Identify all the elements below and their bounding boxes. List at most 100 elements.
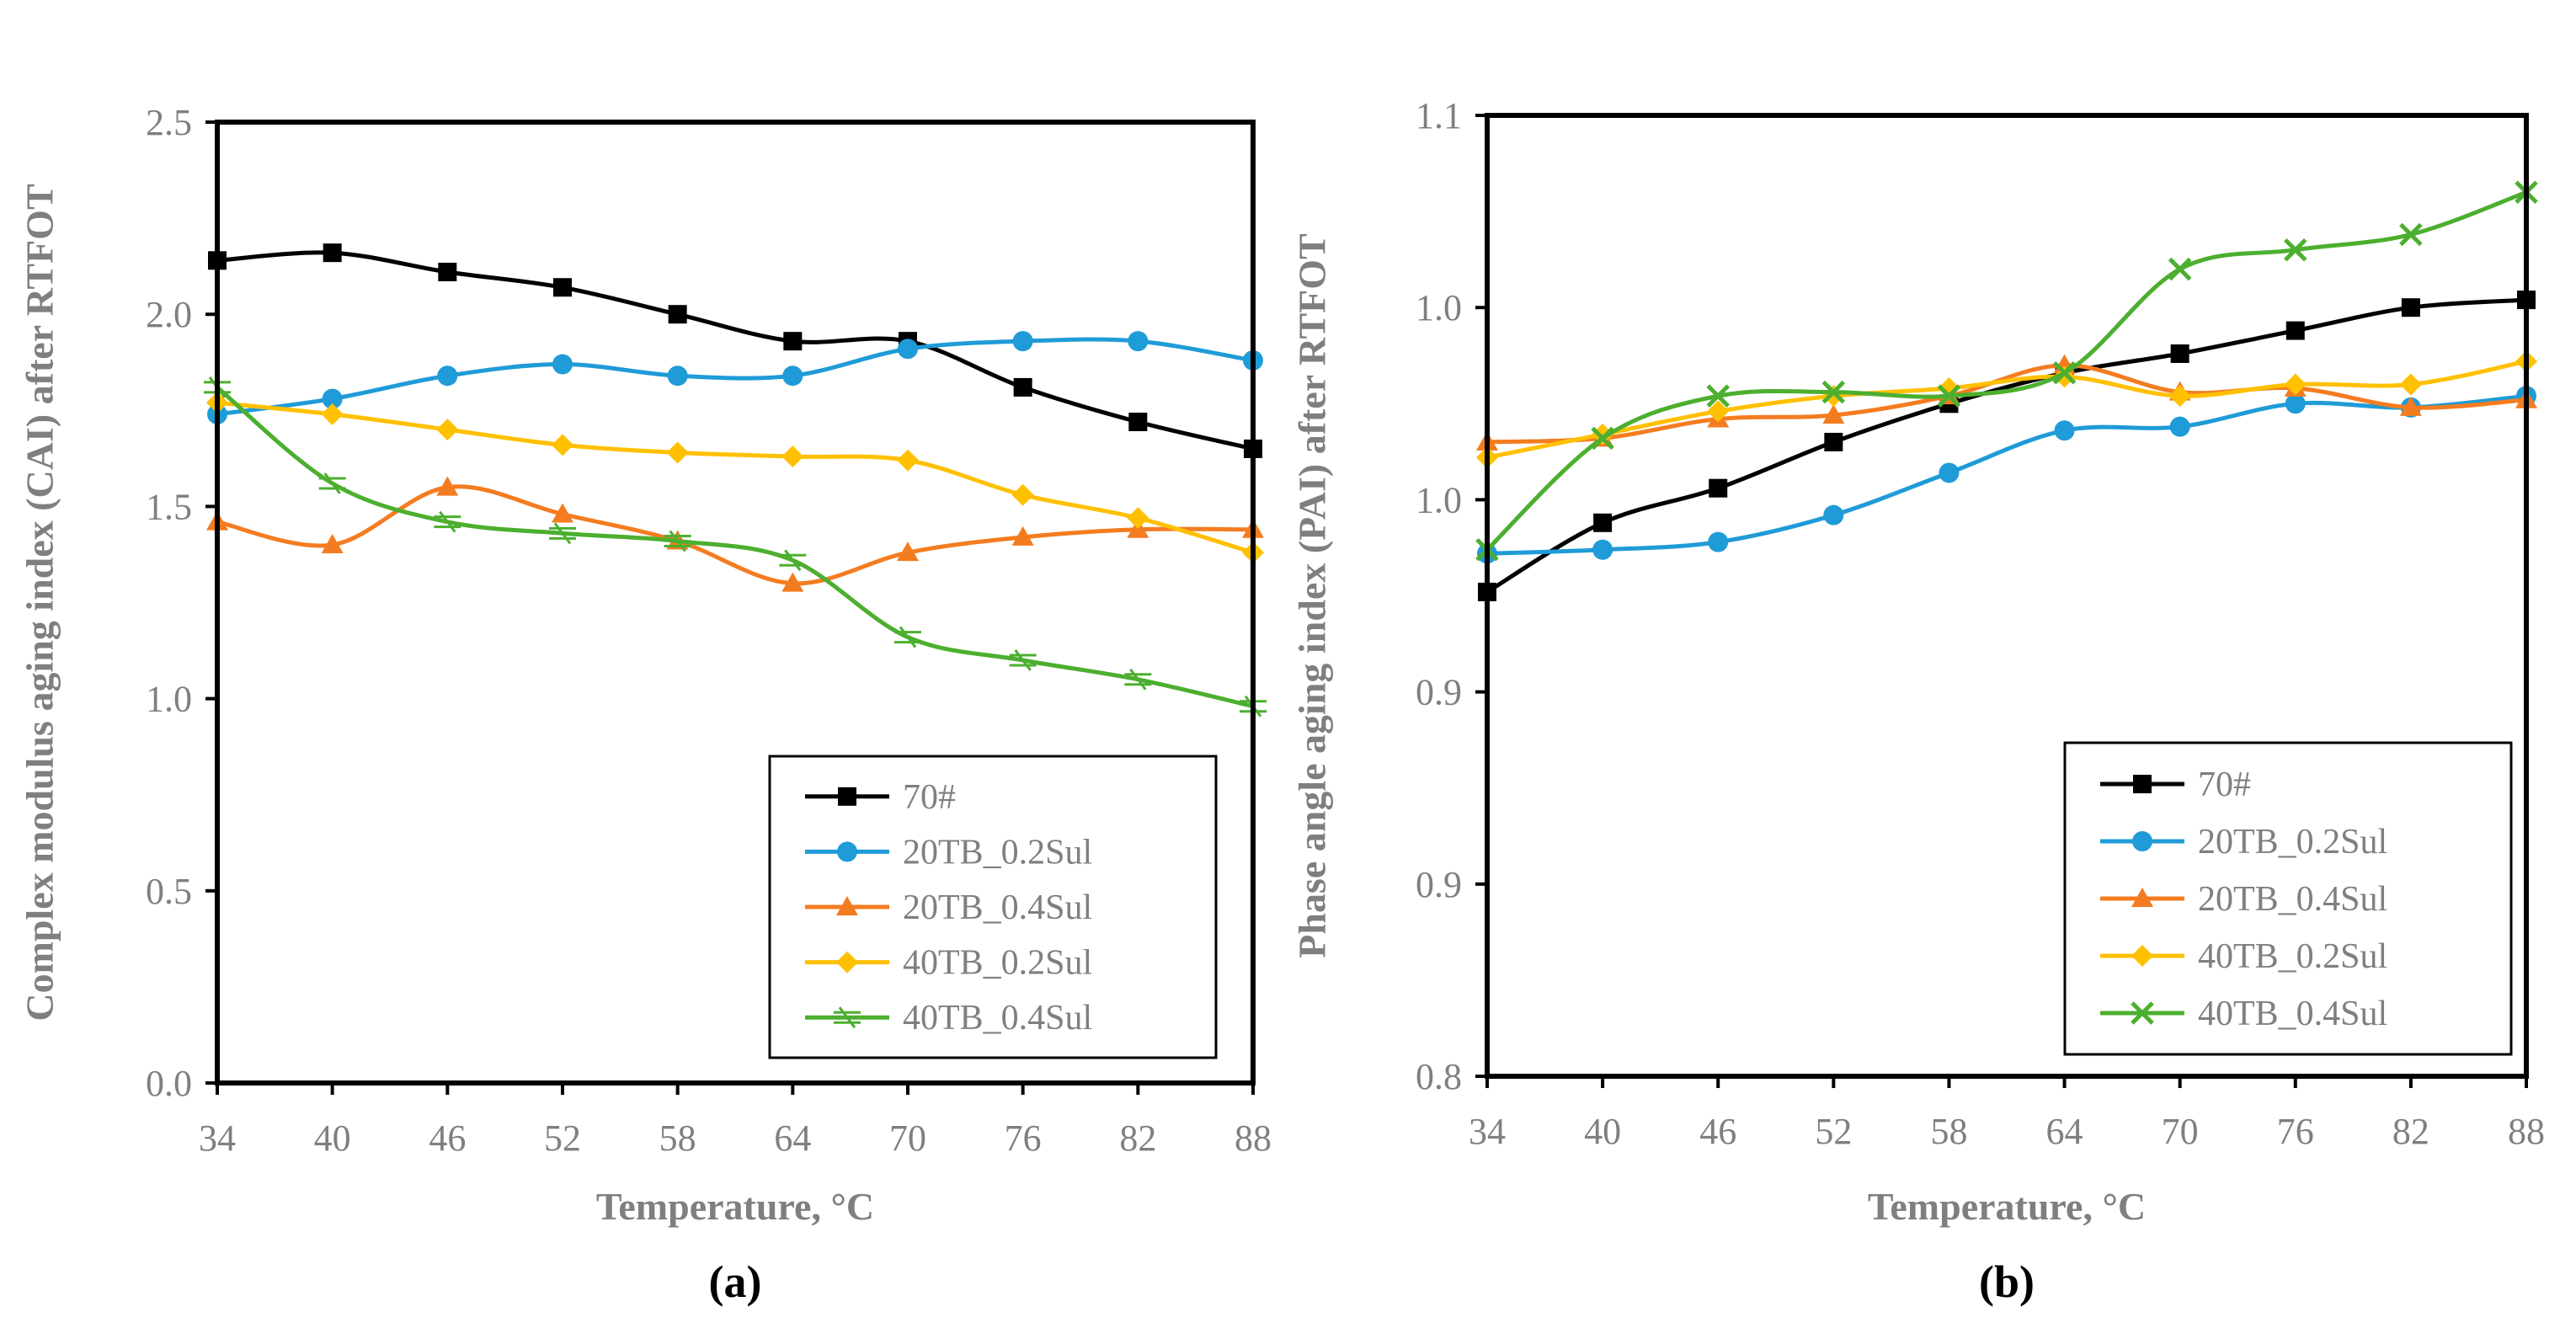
series-3: [1476, 354, 2537, 451]
data-point: [436, 476, 459, 496]
y-axis-title: Phase angle aging index (PAI) after RTFO…: [1291, 233, 1334, 958]
x-tick-label: 52: [544, 1118, 581, 1159]
y-tick-label: 1.5: [146, 486, 192, 527]
legend-item: 20TB_0.2Sul: [805, 833, 1092, 872]
y-tick-label: 1.0: [1416, 287, 1462, 328]
data-point: [1592, 539, 1613, 560]
legend-label: 40TB_0.2Sul: [903, 944, 1092, 983]
data-point: [2170, 344, 2189, 363]
y-tick-label: 2.5: [146, 102, 192, 143]
legend-item: 40TB_0.4Sul: [2100, 995, 2387, 1033]
data-point: [552, 354, 573, 375]
data-point: [1823, 504, 1844, 525]
x-tick-label: 70: [889, 1118, 926, 1159]
data-point: [2284, 237, 2307, 262]
data-point: [434, 510, 461, 533]
series-line: [1486, 363, 2527, 445]
data-point: [1821, 380, 1846, 404]
y-tick-label: 0.0: [146, 1063, 192, 1104]
legend-item: 20TB_0.2Sul: [2100, 823, 2387, 862]
series-line: [216, 250, 1254, 451]
series-line: [216, 484, 1254, 586]
x-tick-label: 58: [1930, 1111, 1967, 1152]
data-point: [322, 388, 343, 409]
legend-item: 40TB_0.4Sul: [805, 999, 1092, 1038]
legend-label: 40TB_0.4Sul: [2198, 995, 2387, 1033]
data-point: [1012, 331, 1033, 352]
panel-b: 0.8 0.9 0.9 1.0 1.0 1.1 34 40 46 52 58 64 70 76 82 88 Te…: [1291, 95, 2545, 1307]
legend: 70# 20TB_0.2Sul 20TB_0.4Sul 40TB_0.2Sul 40TB…: [768, 755, 1218, 1059]
data-point: [1593, 513, 1613, 532]
x-tick-label: 88: [1235, 1118, 1272, 1159]
panel-caption: (b): [1979, 1256, 2035, 1307]
x-tick-label: 46: [429, 1118, 466, 1159]
x-tick-label: 34: [1469, 1111, 1506, 1152]
y-tick-label: 0.9: [1416, 672, 1462, 713]
data-point: [437, 365, 458, 387]
legend-item: 20TB_0.4Sul: [805, 888, 1092, 927]
legend: 70# 20TB_0.2Sul 20TB_0.4Sul 40TB_0.2Sul 40TB…: [2063, 741, 2513, 1056]
data-point: [783, 332, 803, 351]
data-point: [2401, 298, 2420, 317]
x-tick-label: 64: [2046, 1111, 2083, 1152]
legend-label: 20TB_0.4Sul: [2198, 880, 2387, 919]
legend-label: 40TB_0.2Sul: [2198, 937, 2387, 976]
series-2: [207, 331, 1263, 424]
data-point: [1124, 668, 1152, 691]
data-point: [438, 262, 457, 281]
series-5: [204, 376, 1267, 718]
data-point: [549, 522, 576, 545]
x-tick-label: 58: [659, 1118, 696, 1159]
series-1: [1478, 291, 2536, 601]
data-point: [1822, 385, 1845, 408]
y-tick-label: 1.1: [1416, 95, 1462, 136]
legend-swatch-marker: [2133, 775, 2152, 793]
data-point: [1128, 412, 1148, 431]
data-point: [1011, 525, 1034, 546]
y-tick-label: 0.9: [1416, 864, 1462, 905]
series-1: [208, 243, 1262, 458]
data-point: [323, 243, 342, 263]
data-point: [2399, 396, 2422, 416]
legend-swatch-marker: [2132, 831, 2152, 851]
legend-swatch-marker: [2131, 1001, 2154, 1025]
data-point: [1824, 432, 1843, 451]
series-line: [1486, 359, 2527, 460]
data-point: [318, 472, 346, 494]
x-tick-label: 52: [1815, 1111, 1852, 1152]
legend-swatch-marker: [836, 951, 858, 974]
series-line: [216, 400, 1254, 555]
data-point: [2169, 416, 2190, 437]
data-point: [1939, 462, 1960, 483]
legend-label: 20TB_0.2Sul: [2198, 823, 2387, 862]
data-point: [781, 445, 804, 468]
data-point: [1707, 400, 1730, 423]
series-line: [1485, 189, 2527, 552]
legend-item: 70#: [805, 778, 956, 817]
x-tick-label: 88: [2508, 1111, 2545, 1152]
x-axis-title: Temperature, °C: [1868, 1185, 2146, 1228]
legend-item: 20TB_0.4Sul: [2100, 880, 2387, 919]
data-point: [436, 419, 459, 441]
legend-swatch-marker: [2131, 945, 2153, 967]
x-tick-label: 76: [1005, 1118, 1042, 1159]
data-point: [2399, 373, 2422, 396]
data-point: [781, 572, 804, 592]
x-tick-label: 76: [2277, 1111, 2314, 1152]
data-point: [2284, 373, 2307, 396]
data-point: [552, 503, 573, 523]
legend-label: 70#: [903, 778, 956, 817]
data-point: [668, 305, 687, 324]
data-point: [897, 449, 919, 472]
data-point: [782, 365, 803, 387]
data-point: [2052, 361, 2077, 385]
legend-swatch-marker: [836, 896, 858, 915]
series-4: [1476, 350, 2537, 469]
x-tick-label: 64: [774, 1118, 811, 1159]
data-point: [1011, 483, 1034, 506]
y-tick-label: 0.8: [1416, 1056, 1462, 1097]
data-point: [894, 626, 921, 648]
legend-swatch-marker: [837, 841, 857, 862]
data-point: [1128, 331, 1149, 352]
